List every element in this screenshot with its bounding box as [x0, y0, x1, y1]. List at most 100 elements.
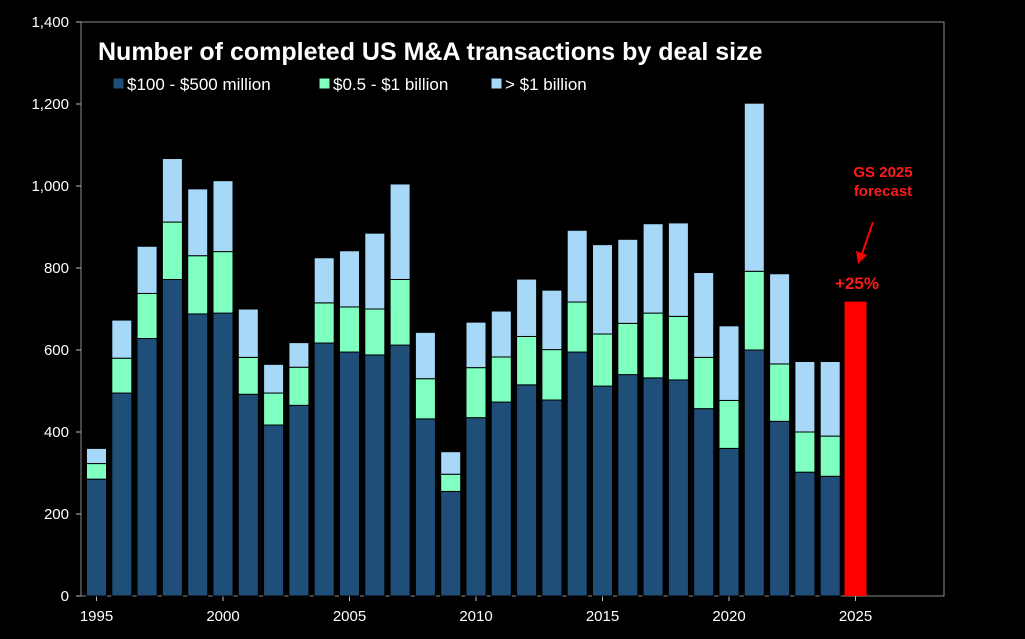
- bar-segment-0-5-1b: [490, 356, 512, 403]
- bar-segment-over-1b: [541, 289, 563, 351]
- bar-segment-over-1b: [642, 223, 664, 314]
- bar-segment-over-1b: [617, 238, 639, 324]
- x-tick-label: 1995: [80, 608, 113, 625]
- bar-segment-over-1b: [364, 232, 386, 310]
- bar-segment-0-5-1b: [161, 221, 183, 280]
- bar-segment-100-500m: [187, 313, 209, 597]
- y-tick-label: 1,000: [31, 178, 69, 195]
- bar-segment-0-5-1b: [313, 302, 335, 344]
- bar-segment-100-500m: [693, 408, 715, 597]
- bar-segment-over-1b: [86, 447, 107, 465]
- bar-segment-100-500m: [566, 351, 588, 597]
- bar-segment-0-5-1b: [566, 301, 588, 353]
- bar-segment-0-5-1b: [769, 363, 791, 422]
- bar-segment-over-1b: [187, 188, 209, 257]
- x-tick-label: 2020: [712, 608, 745, 625]
- bar-segment-100-500m: [516, 384, 538, 597]
- bar-segment-0-5-1b: [389, 278, 411, 346]
- bar-segment-over-1b: [769, 273, 791, 365]
- bar-segment-over-1b: [339, 250, 360, 308]
- forecast-bar-2025: [844, 301, 867, 596]
- bar-segment-0-5-1b: [237, 356, 259, 395]
- bar-segment-100-500m: [769, 420, 791, 597]
- annotation-line-1: GS 2025: [853, 164, 912, 181]
- bar-segment-100-500m: [642, 377, 664, 597]
- bar-segment-0-5-1b: [743, 270, 765, 351]
- x-tick-label: 2015: [586, 608, 619, 625]
- bar-segment-100-500m: [288, 404, 310, 597]
- legend-swatch-small-deals: [112, 77, 125, 90]
- bar-segment-100-500m: [592, 385, 613, 597]
- bar-segment-100-500m: [111, 392, 133, 597]
- bar-segment-100-500m: [212, 312, 234, 597]
- bar-segment-over-1b: [313, 257, 335, 304]
- bar-segment-0-5-1b: [642, 312, 664, 379]
- forecast-annotation: GS 2025 forecast +25%: [835, 164, 913, 293]
- bar-segment-0-5-1b: [667, 315, 689, 381]
- legend-swatch-large-deals: [490, 77, 503, 90]
- bar-segment-0-5-1b: [693, 356, 715, 410]
- bar-segment-0-5-1b: [592, 333, 613, 387]
- bar-segment-100-500m: [161, 278, 183, 597]
- bar-segment-100-500m: [490, 401, 512, 597]
- bar-segment-100-500m: [339, 351, 360, 597]
- bar-segment-over-1b: [111, 319, 133, 359]
- bar-segment-over-1b: [465, 321, 487, 369]
- bar-segment-over-1b: [440, 451, 462, 475]
- axes-layer: 0 200 400 600 800 1,000 1,200 1,400 1995 2000 2005…: [31, 14, 945, 625]
- legend-label-large-deals: > $1 billion: [505, 75, 587, 94]
- bar-segment-100-500m: [414, 418, 436, 597]
- bar-segment-0-5-1b: [263, 392, 285, 426]
- bar-segment-0-5-1b: [288, 366, 310, 406]
- y-tick-label: 800: [44, 260, 69, 277]
- x-tick-label: 2010: [459, 608, 492, 625]
- bar-segment-over-1b: [819, 360, 841, 437]
- bar-segment-0-5-1b: [364, 308, 386, 356]
- bar-segment-0-5-1b: [819, 435, 841, 477]
- chart-title: Number of completed US M&A transactions …: [98, 38, 763, 66]
- bar-segment-over-1b: [743, 102, 765, 272]
- x-tick-label: 2005: [333, 608, 366, 625]
- bar-segment-over-1b: [794, 360, 816, 433]
- legend-label-small-deals: $100 - $500 million: [127, 75, 271, 94]
- bar-segment-100-500m: [617, 374, 639, 597]
- bar-segment-0-5-1b: [212, 251, 234, 314]
- bar-segment-100-500m: [389, 344, 411, 597]
- bar-segment-100-500m: [237, 393, 259, 597]
- legend-label-mid-deals: $0.5 - $1 billion: [333, 75, 448, 94]
- bar-segment-100-500m: [364, 354, 386, 597]
- legend-swatch-mid-deals: [318, 77, 331, 90]
- plot-frame: [80, 21, 945, 597]
- bar-segment-100-500m: [136, 338, 158, 597]
- bar-segment-over-1b: [693, 272, 715, 358]
- y-tick-label: 0: [61, 588, 69, 605]
- bar-segment-0-5-1b: [86, 463, 107, 480]
- bar-segment-over-1b: [592, 244, 613, 335]
- bar-segment-over-1b: [212, 180, 234, 253]
- bar-segment-100-500m: [541, 399, 563, 597]
- bar-segment-over-1b: [667, 222, 689, 317]
- y-tick-label: 600: [44, 342, 69, 359]
- bar-segment-0-5-1b: [440, 473, 462, 492]
- bar-segment-100-500m: [465, 417, 487, 597]
- bar-segment-over-1b: [288, 342, 310, 368]
- bar-segment-over-1b: [414, 331, 436, 380]
- bar-segment-0-5-1b: [339, 306, 360, 353]
- x-tick-label: 2000: [206, 608, 239, 625]
- bar-segment-100-500m: [263, 424, 285, 597]
- bar-segment-0-5-1b: [136, 292, 158, 340]
- bar-segment-0-5-1b: [187, 255, 209, 315]
- bar-segment-0-5-1b: [617, 322, 639, 376]
- bars-layer: [86, 102, 867, 597]
- y-tick-label: 1,200: [31, 96, 69, 113]
- x-tick-label: 2025: [839, 608, 872, 625]
- bar-segment-100-500m: [819, 475, 841, 597]
- bar-segment-over-1b: [136, 245, 158, 294]
- bar-segment-over-1b: [389, 183, 411, 280]
- bar-segment-over-1b: [566, 229, 588, 303]
- bar-segment-over-1b: [718, 325, 740, 401]
- bar-segment-100-500m: [667, 379, 689, 597]
- y-tick-label: 400: [44, 424, 69, 441]
- bar-segment-100-500m: [718, 447, 740, 597]
